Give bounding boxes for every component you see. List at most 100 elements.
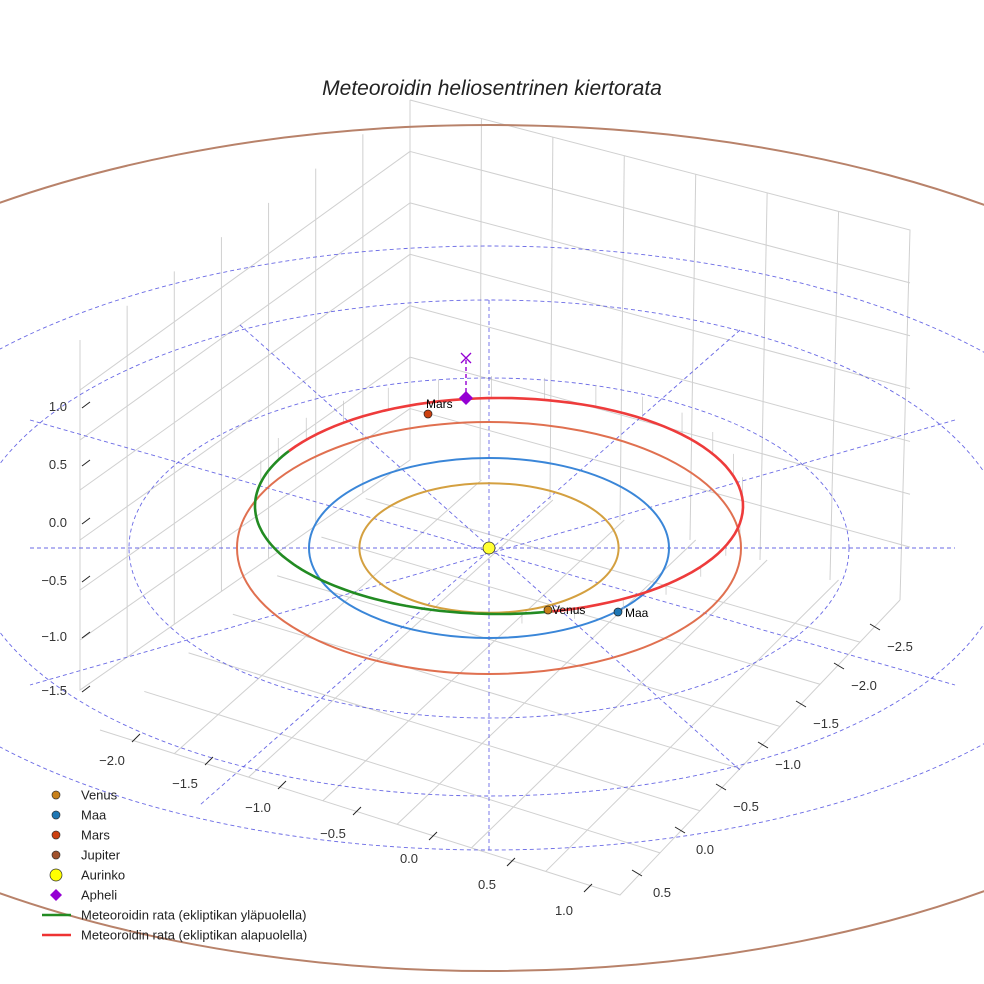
aphelion-diamond [459, 391, 473, 405]
x-tick-mark [795, 700, 807, 708]
y-tick-mark [428, 831, 438, 841]
gridline [549, 137, 554, 501]
y-tick-label: −0.5 [320, 826, 346, 841]
legend-diamond-icon [50, 889, 62, 901]
meteoroid-orbit [253, 396, 745, 616]
earth-marker [613, 607, 623, 617]
y-tick-mark [277, 780, 287, 790]
legend-item: Venus [51, 788, 118, 803]
legend-circle-icon [51, 790, 61, 800]
gridline [79, 408, 411, 641]
legend: Venus Maa Mars Jupiter Aurinko Apheli Meteoroi… [42, 788, 307, 943]
legend-item: Meteoroidin rata (ekliptikan yläpuolella… [42, 908, 306, 923]
aphelion-marker [459, 352, 473, 405]
gridline [173, 479, 482, 754]
mars-label: Mars [426, 397, 453, 411]
reference-radial-line [29, 419, 956, 686]
z-tick-label: 0.5 [49, 457, 67, 472]
x-tick-label: −1.0 [775, 757, 801, 772]
x-tick-label: −0.5 [733, 799, 759, 814]
legend-label: Venus [81, 788, 118, 803]
y-tick-mark [131, 733, 141, 743]
z-tick-mark [81, 575, 91, 583]
gridline [409, 202, 911, 337]
legend-item: Jupiter [51, 848, 121, 863]
gridline [829, 211, 840, 581]
gridline [79, 253, 411, 491]
y-tick-mark [204, 756, 214, 766]
gridline [79, 356, 411, 591]
legend-label: Meteoroidin rata (ekliptikan alapuolella… [81, 928, 307, 943]
reference-radial-line [199, 329, 741, 806]
legend-label: Apheli [81, 888, 117, 903]
mars-marker [423, 409, 433, 419]
x-tick-label: −1.5 [813, 716, 839, 731]
gridline [365, 498, 861, 643]
z-tick-label: −0.5 [41, 573, 67, 588]
orbit-maa [308, 457, 670, 639]
z-tick-label: −1.0 [41, 629, 67, 644]
y-tick-label: 0.0 [400, 851, 418, 866]
x-tick-mark [869, 623, 881, 631]
gridline [79, 151, 411, 391]
gridline [79, 202, 411, 441]
gridline [321, 536, 821, 685]
y-tick-mark [583, 883, 593, 893]
orbit-mars [236, 421, 742, 675]
gridline [409, 305, 911, 442]
x-tick-label: 0.0 [696, 842, 714, 857]
planet-orbits [0, 124, 984, 972]
legend-item: Maa [51, 808, 107, 823]
gridline [409, 150, 911, 284]
gridline [689, 174, 697, 541]
legend-circle-icon [51, 850, 61, 860]
gridline [409, 408, 911, 548]
y-tick-mark [352, 806, 362, 816]
sun-marker [482, 541, 496, 555]
gridline [396, 539, 697, 825]
planets: Mars Venus Maa [423, 397, 649, 620]
z-tick-mark [81, 517, 91, 525]
aphelion-x-marker [460, 352, 472, 364]
y-tick-label: −1.0 [245, 800, 271, 815]
legend-circle-icon [49, 868, 63, 882]
grid-pane-left [79, 100, 411, 691]
gridline [276, 575, 781, 727]
meteoroid-orbit-below-ecliptic [288, 396, 745, 613]
venus-marker [543, 605, 553, 615]
chart-title: Meteoroidin heliosentrinen kiertorata [322, 77, 662, 100]
gridline [471, 559, 768, 849]
grid-pane-right [409, 99, 911, 601]
legend-label: Mars [81, 828, 110, 843]
legend-item: Meteoroidin rata (ekliptikan alapuolella… [42, 928, 307, 943]
legend-label: Jupiter [81, 848, 121, 863]
z-tick-mark [81, 685, 91, 693]
orbit-jupiter [0, 124, 984, 972]
y-tick-label: −1.5 [172, 776, 198, 791]
z-tick-label: −1.5 [41, 683, 67, 698]
x-tick-label: −2.0 [851, 678, 877, 693]
y-tick-label: 1.0 [555, 903, 573, 918]
gridline [322, 519, 625, 802]
reference-radial-line [29, 419, 956, 686]
legend-label: Aurinko [81, 868, 125, 883]
gridline [409, 253, 911, 390]
legend-label: Meteoroidin rata (ekliptikan yläpuolella… [81, 908, 306, 923]
legend-circle-icon [51, 810, 61, 820]
legend-circle-icon [51, 830, 61, 840]
legend-item: Aurinko [49, 868, 125, 883]
z-tick-label: 0.0 [49, 515, 67, 530]
gridline [188, 652, 701, 812]
axis-ticks: 1.0 0.5 0.0 −0.5 −1.0 −1.5 −2.0 −1.5 −1.0 −0.5 0.0… [41, 399, 913, 918]
legend-item: Mars [51, 828, 110, 843]
y-tick-label: −2.0 [99, 753, 125, 768]
z-tick-mark [81, 631, 91, 639]
gridline [248, 499, 554, 778]
y-tick-mark [506, 857, 516, 867]
gridline [545, 579, 839, 872]
grid-panes [79, 99, 911, 896]
x-tick-mark [833, 662, 845, 670]
legend-item: Apheli [50, 888, 117, 903]
x-tick-mark [715, 783, 727, 791]
gridline [479, 118, 482, 481]
